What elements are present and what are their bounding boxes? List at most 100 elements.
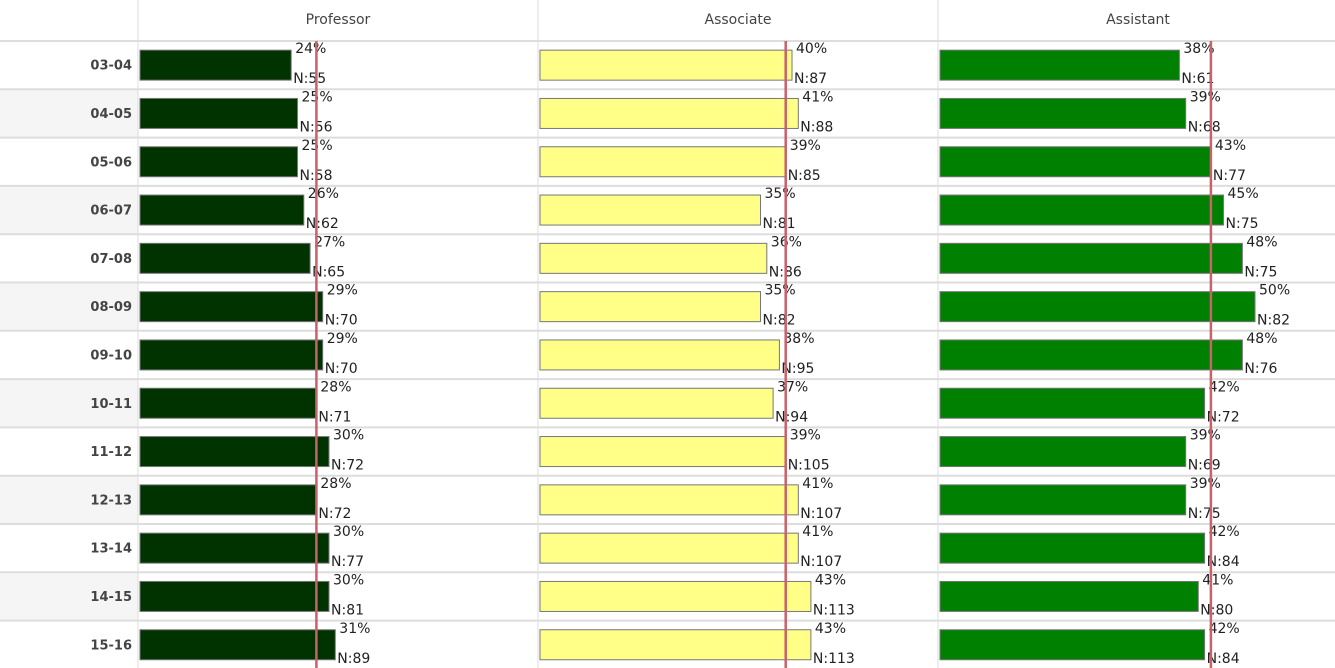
row-label: 12-13	[90, 493, 132, 508]
value-label: 39%	[790, 138, 821, 154]
bar	[539, 242, 768, 274]
n-label: N:70	[325, 361, 358, 377]
row-label-bg	[0, 379, 138, 428]
value-label: 26%	[308, 186, 339, 202]
row-label: 14-15	[90, 590, 132, 605]
n-label: N:62	[306, 216, 339, 232]
n-label: N:107	[800, 554, 842, 570]
n-label: N:71	[318, 409, 351, 425]
value-label: 40%	[796, 41, 827, 57]
bar	[939, 49, 1180, 81]
bar	[539, 291, 761, 323]
row-label-bg	[0, 234, 138, 283]
bar	[139, 146, 298, 178]
value-label: 38%	[783, 331, 814, 347]
bar	[939, 194, 1224, 226]
value-label: 42%	[1209, 621, 1240, 637]
value-label: 45%	[1228, 186, 1259, 202]
row-label-bg	[0, 620, 138, 668]
n-label: N:81	[331, 602, 364, 618]
bar	[539, 484, 799, 516]
bar	[539, 49, 793, 81]
value-label: 43%	[815, 572, 846, 588]
n-label: N:72	[331, 458, 364, 474]
bar	[139, 484, 317, 516]
value-label: 30%	[333, 572, 364, 588]
n-label: N:113	[813, 602, 855, 618]
n-label: N:68	[1188, 119, 1221, 135]
bar	[939, 242, 1243, 274]
row-label-bg	[0, 427, 138, 476]
value-label: 41%	[1202, 572, 1233, 588]
n-label: N:107	[800, 506, 842, 522]
bar	[939, 339, 1243, 371]
n-label: N:76	[1244, 361, 1277, 377]
value-label: 31%	[339, 621, 370, 637]
value-label: 39%	[1190, 476, 1221, 492]
row-label: 07-08	[90, 252, 132, 267]
bar	[539, 580, 812, 612]
bar	[139, 194, 305, 226]
column-header: Professor	[306, 12, 371, 28]
bar	[139, 49, 292, 81]
n-label: N:85	[788, 168, 821, 184]
value-label: 28%	[320, 379, 351, 395]
bar	[539, 339, 780, 371]
column-header: Assistant	[1106, 12, 1170, 28]
bar	[939, 146, 1212, 178]
value-label: 27%	[314, 234, 345, 250]
n-label: N:61	[1181, 71, 1214, 87]
value-label: 41%	[802, 476, 833, 492]
n-label: N:65	[312, 264, 345, 280]
row-label-bg	[0, 475, 138, 524]
row-label: 06-07	[90, 204, 132, 219]
bar	[139, 629, 336, 661]
value-label: 43%	[1215, 138, 1246, 154]
value-label: 29%	[327, 283, 358, 299]
value-label: 43%	[815, 621, 846, 637]
value-label: 29%	[327, 331, 358, 347]
row-label-bg	[0, 89, 138, 138]
value-label: 37%	[777, 379, 808, 395]
row-label-bg	[0, 41, 138, 90]
n-label: N:70	[325, 313, 358, 329]
row-label: 13-14	[90, 542, 132, 557]
row-label-bg	[0, 185, 138, 235]
row-label-bg	[0, 137, 138, 186]
row-label-bg	[0, 330, 138, 380]
bar	[139, 580, 330, 612]
value-label: 39%	[1190, 428, 1221, 444]
bar	[139, 387, 317, 419]
bar	[139, 532, 330, 564]
n-label: N:75	[1188, 506, 1221, 522]
bar	[939, 97, 1187, 129]
value-label: 30%	[333, 524, 364, 540]
n-label: N:113	[813, 651, 855, 667]
column-header: Associate	[705, 12, 772, 28]
bar	[539, 387, 774, 419]
row-label: 08-09	[90, 300, 132, 315]
bar	[139, 291, 324, 323]
bar	[939, 291, 1256, 323]
bar	[939, 532, 1206, 564]
row-label: 05-06	[90, 155, 132, 170]
value-label: 35%	[765, 283, 796, 299]
n-label: N:88	[800, 119, 833, 135]
bar	[939, 387, 1206, 419]
bar	[939, 629, 1206, 661]
n-label: N:72	[318, 506, 351, 522]
value-label: 35%	[765, 186, 796, 202]
n-label: N:89	[337, 651, 370, 667]
bar	[939, 484, 1187, 516]
row-label-bg	[0, 524, 138, 573]
row-label: 15-16	[90, 638, 132, 653]
n-label: N:95	[781, 361, 814, 377]
bar	[539, 436, 787, 468]
row-label: 03-04	[90, 59, 132, 74]
value-label: 48%	[1246, 234, 1277, 250]
value-label: 41%	[802, 524, 833, 540]
bar	[139, 436, 330, 468]
n-label: N:87	[794, 71, 827, 87]
n-label: N:84	[1207, 554, 1240, 570]
